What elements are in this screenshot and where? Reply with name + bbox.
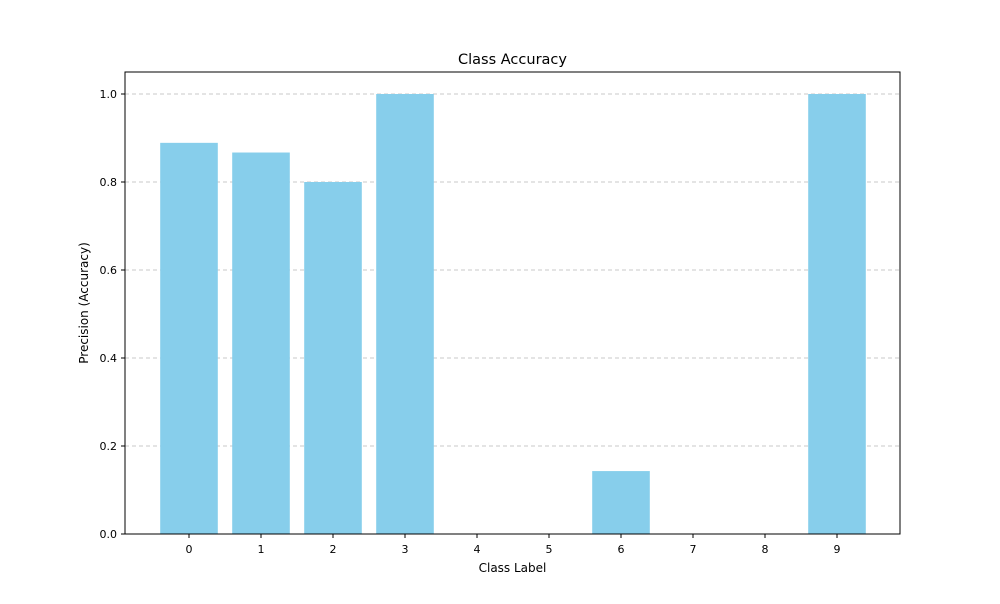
y-tick-label: 0.6 — [100, 264, 118, 277]
y-tick-label: 0.0 — [100, 528, 118, 541]
x-axis-ticks: 0 1 2 3 4 5 6 7 8 9 — [186, 534, 841, 556]
bar-class-0 — [160, 142, 218, 534]
y-tick-label: 1.0 — [100, 88, 118, 101]
y-tick-label: 0.2 — [100, 440, 118, 453]
x-tick-label: 1 — [258, 543, 265, 556]
x-tick-label: 2 — [330, 543, 337, 556]
bar-class-6 — [592, 471, 650, 534]
x-tick-label: 6 — [618, 543, 625, 556]
bar-class-9 — [808, 94, 866, 534]
y-axis-label: Precision (Accuracy) — [77, 242, 91, 364]
x-tick-label: 7 — [690, 543, 697, 556]
y-tick-label: 0.8 — [100, 176, 118, 189]
x-tick-label: 8 — [762, 543, 769, 556]
bar-class-1 — [232, 152, 290, 534]
plot-area-frame — [124, 71, 901, 535]
x-tick-label: 9 — [834, 543, 841, 556]
bars — [160, 94, 866, 534]
x-tick-label: 5 — [546, 543, 553, 556]
bar-class-2 — [304, 182, 362, 534]
x-axis-label: Class Label — [479, 561, 547, 575]
y-axis-ticks: 0.0 0.2 0.4 0.6 0.8 1.0 — [100, 88, 125, 541]
x-tick-label: 4 — [474, 543, 481, 556]
chart-title: Class Accuracy — [458, 52, 567, 68]
y-tick-label: 0.4 — [100, 352, 118, 365]
x-tick-label: 3 — [402, 543, 409, 556]
x-tick-label: 0 — [186, 543, 193, 556]
bar-class-3 — [376, 94, 434, 534]
